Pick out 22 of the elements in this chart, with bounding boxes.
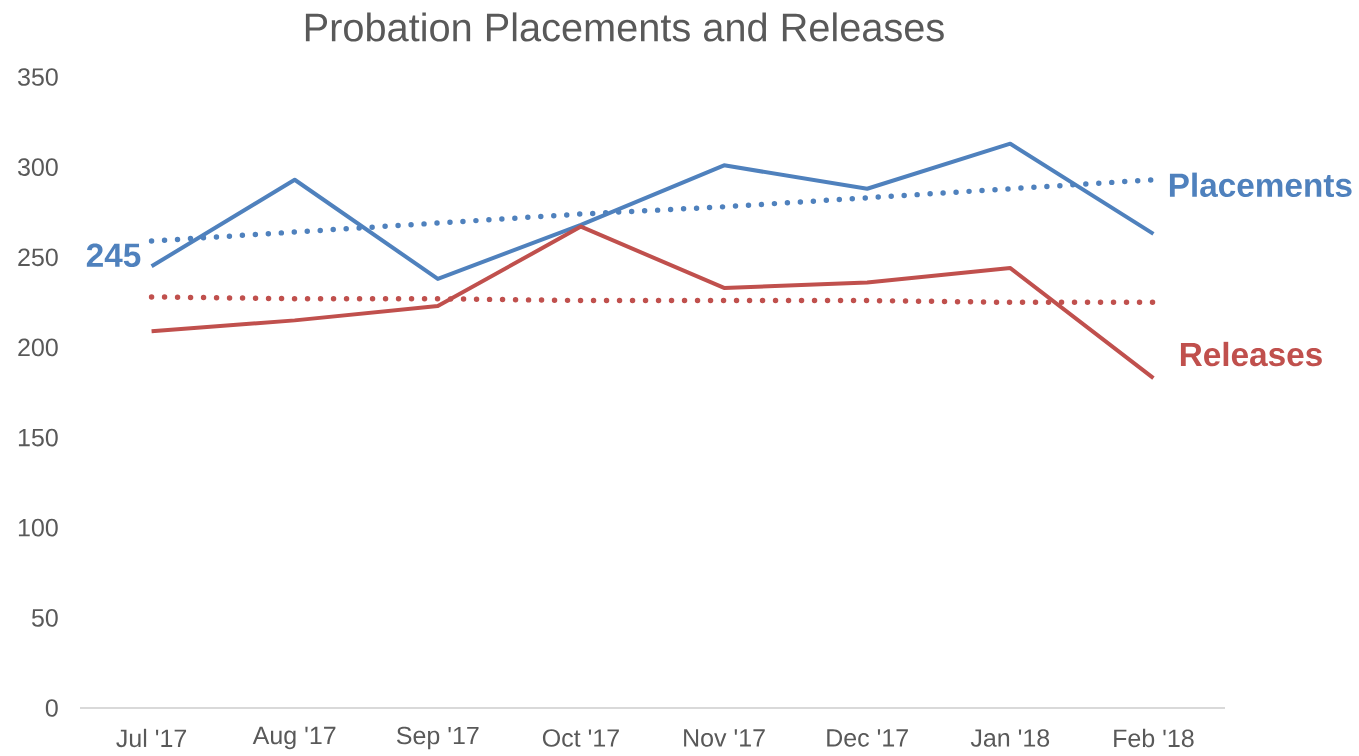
y-tick-label: 200	[18, 338, 58, 357]
x-tick-label: Jan '18	[970, 729, 1050, 747]
y-tick-label: 100	[18, 518, 58, 537]
x-tick-label: Oct '17	[542, 729, 619, 747]
line-series	[149, 224, 1156, 381]
series-label: Releases	[1180, 341, 1322, 367]
x-tick-label: Jul '17	[116, 728, 187, 748]
x-tick-label: Feb '18	[1114, 728, 1194, 748]
line-series	[149, 141, 1156, 281]
x-tick-label: Dec '17	[827, 729, 908, 747]
data-label: 245	[86, 243, 141, 268]
y-tick-label: 50	[31, 608, 58, 627]
y-tick-label: 350	[18, 68, 58, 86]
series-label: Placements	[1169, 172, 1352, 198]
y-tick-label: 0	[45, 699, 58, 717]
x-tick-label: Aug '17	[252, 726, 336, 750]
y-tick-label: 250	[18, 248, 58, 267]
y-tick-label: 300	[18, 158, 58, 176]
y-tick-label: 150	[18, 428, 58, 447]
x-tick-label: Nov '17	[684, 729, 765, 747]
chart-title: Probation Placements and Releases	[305, 12, 944, 42]
x-tick-label: Sep '17	[396, 726, 479, 750]
